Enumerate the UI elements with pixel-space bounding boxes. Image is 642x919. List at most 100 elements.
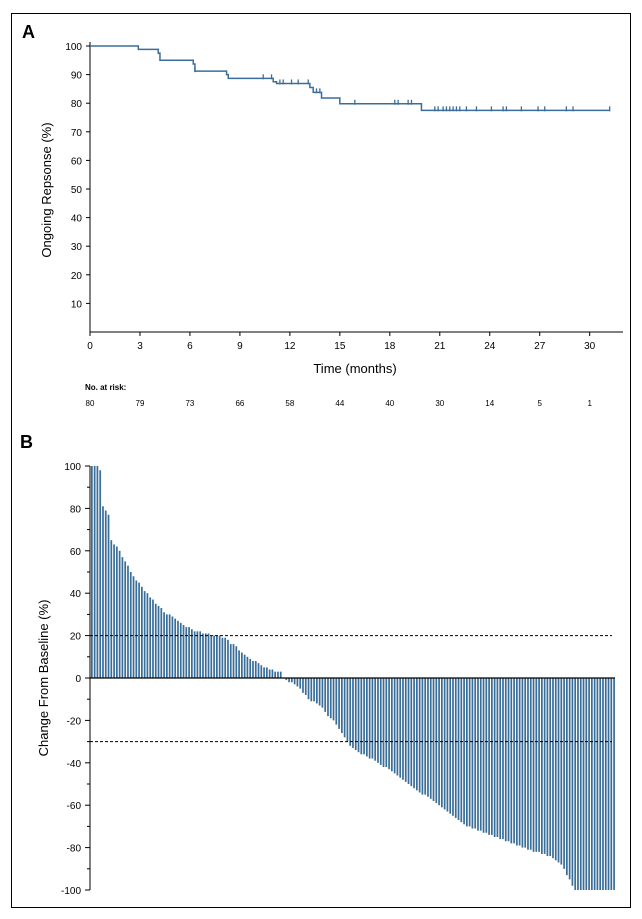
waterfall-bar [449, 678, 452, 814]
panel-a-x-tick-label: 30 [584, 341, 596, 352]
waterfall-bar [463, 678, 465, 825]
waterfall-bar [399, 678, 402, 778]
waterfall-bar [346, 678, 349, 742]
waterfall-bar [591, 678, 593, 890]
waterfall-bar [249, 658, 252, 678]
waterfall-bar [224, 637, 227, 678]
risk-count: 40 [385, 399, 394, 408]
waterfall-bar [418, 678, 421, 793]
panel-a-x-tick-label: 6 [187, 341, 193, 352]
waterfall-bar [604, 678, 607, 890]
waterfall-bar [460, 678, 463, 823]
waterfall-bar [277, 671, 279, 678]
panel-a-x-tick-label: 15 [334, 341, 346, 352]
panel-b-y-tick-label: 80 [70, 504, 82, 515]
waterfall-bar [271, 669, 274, 678]
waterfall-bar [291, 678, 293, 683]
waterfall-bar [368, 678, 371, 759]
waterfall-bar [391, 678, 393, 772]
waterfall-bar [374, 678, 377, 761]
waterfall-bar [552, 678, 554, 859]
waterfall-bar [102, 506, 104, 678]
panel-a-y-tick-label: 90 [71, 71, 83, 82]
waterfall-bar [349, 678, 352, 746]
waterfall-bar [182, 625, 185, 678]
panel-a-x-tick-label: 9 [237, 341, 243, 352]
waterfall-bar [404, 678, 407, 782]
panel-a-y-tick-label: 100 [65, 42, 82, 53]
waterfall-bar [116, 546, 118, 678]
waterfall-bar [171, 616, 174, 678]
panel-b-chart: 100 80 60 40 20 0 -20 -40 -60 -80 -100 [61, 462, 615, 897]
waterfall-bar [410, 678, 413, 787]
waterfall-bar [538, 678, 540, 852]
waterfall-bar [438, 678, 440, 806]
waterfall-bar [513, 678, 515, 844]
waterfall-bar [246, 656, 249, 678]
waterfall-bar [596, 678, 599, 890]
risk-count: 73 [185, 399, 194, 408]
waterfall-bar [293, 678, 296, 685]
waterfall-bar [166, 614, 168, 678]
waterfall-bar [127, 565, 129, 678]
waterfall-bar [343, 678, 346, 738]
waterfall-bar [118, 550, 121, 678]
waterfall-bar [441, 678, 443, 808]
panel-b-y-tick-label: 100 [64, 462, 81, 473]
waterfall-bar [446, 678, 449, 812]
waterfall-bar [252, 661, 254, 678]
waterfall-bar [579, 678, 582, 890]
waterfall-bar [541, 678, 543, 854]
panel-b-y-tick-label: -60 [67, 801, 82, 812]
risk-count: 14 [485, 399, 494, 408]
waterfall-bar [113, 544, 115, 678]
waterfall-bar [452, 678, 454, 816]
waterfall-bar [327, 678, 329, 717]
waterfall-bar [546, 678, 549, 857]
panel-a-y-tick-label: 80 [71, 99, 83, 110]
waterfall-bar [471, 678, 474, 829]
panel-a-x-tick-label: 21 [434, 341, 446, 352]
waterfall-bar [385, 678, 388, 768]
panel-a-x-axis-label: Time (months) [313, 361, 396, 376]
waterfall-bar [313, 678, 315, 702]
waterfall-bar [96, 466, 99, 678]
waterfall-bar [516, 678, 518, 846]
waterfall-bar [416, 678, 418, 791]
waterfall-bar [107, 514, 110, 678]
waterfall-bar [352, 678, 354, 748]
waterfall-bar [363, 678, 365, 755]
waterfall-bar [141, 586, 143, 678]
waterfall-bar [479, 678, 482, 831]
waterfall-bar [357, 678, 360, 753]
waterfall-bar [279, 671, 282, 678]
waterfall-bar [160, 608, 163, 678]
waterfall-bar [568, 678, 571, 880]
risk-count: 58 [285, 399, 294, 408]
panel-b-y-tick-label: 20 [70, 632, 82, 643]
waterfall-bar [566, 678, 568, 876]
waterfall-bar [493, 678, 496, 837]
risk-table-label: No. at risk: [85, 383, 126, 392]
waterfall-bar [191, 629, 193, 678]
panel-a-x-tick-label: 3 [137, 341, 143, 352]
panel-a-y-axis-label: Ongoing Repsonse (%) [39, 122, 54, 257]
waterfall-bar [585, 678, 588, 890]
panel-b-y-axis-label: Change From Baseline (%) [36, 600, 51, 757]
waterfall-bar [135, 580, 138, 678]
waterfall-bar [485, 678, 488, 833]
waterfall-bar [93, 466, 96, 678]
panel-a-y-tick-label: 30 [71, 242, 83, 253]
risk-count: 1 [587, 399, 592, 408]
waterfall-bar [396, 678, 399, 776]
panel-b-label: B [20, 432, 33, 452]
waterfall-bar [324, 678, 327, 712]
waterfall-bar [379, 678, 382, 765]
waterfall-bar [91, 466, 93, 678]
waterfall-bar [502, 678, 504, 840]
waterfall-bar [402, 678, 404, 780]
panel-a-x-tick-label: 12 [284, 341, 296, 352]
waterfall-bar [335, 678, 338, 725]
waterfall-bar [157, 605, 160, 678]
